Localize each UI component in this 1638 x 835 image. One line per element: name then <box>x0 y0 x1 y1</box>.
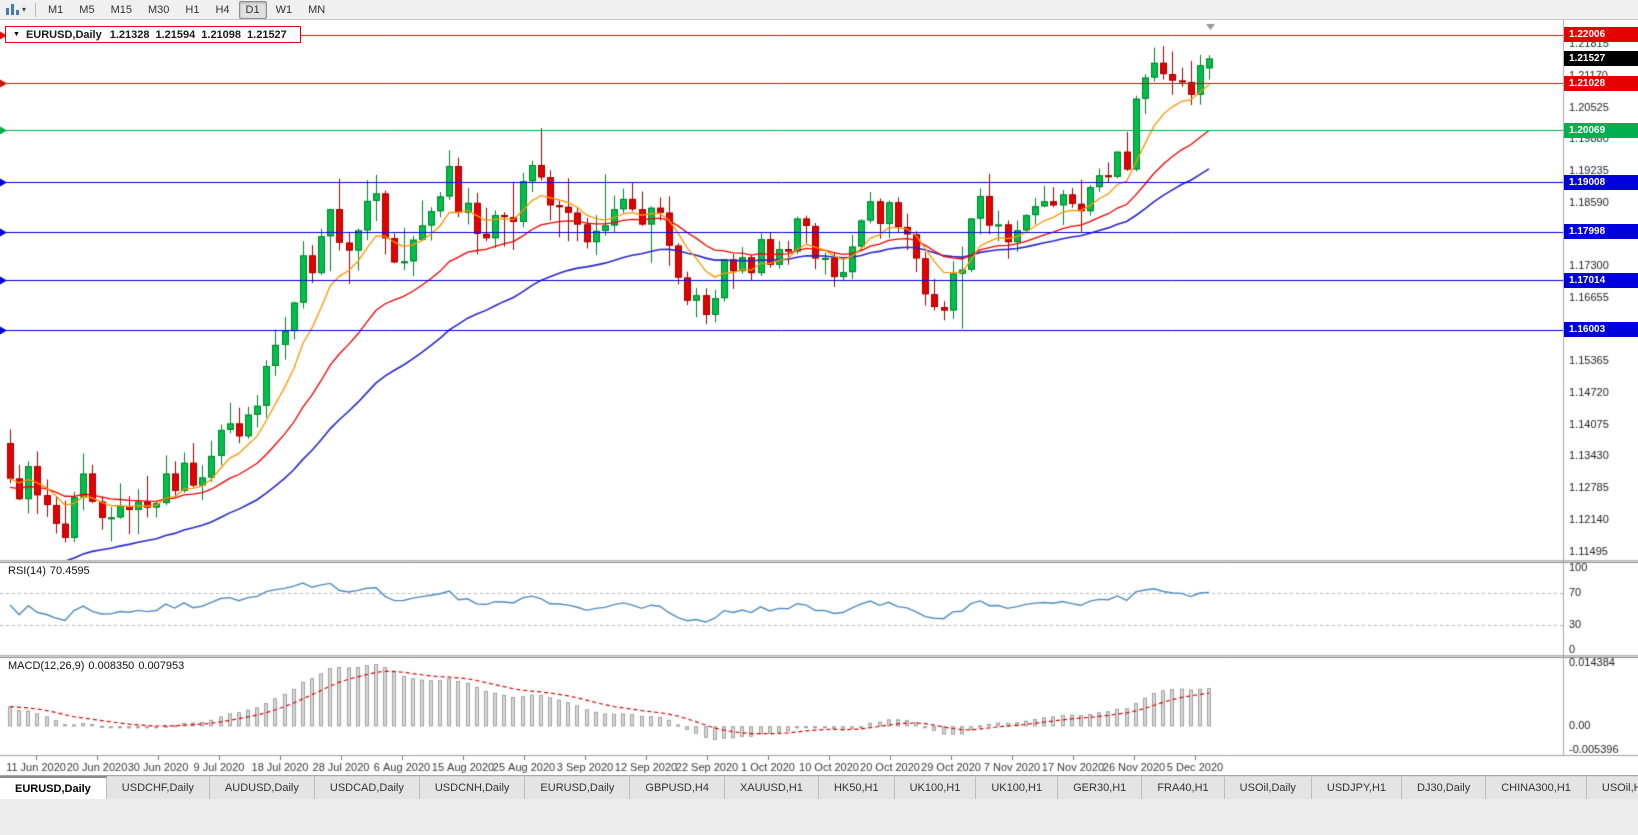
chart-title-high: 1.21594 <box>155 28 196 41</box>
bar-chart-glyph <box>6 4 19 15</box>
chart-tab-xauusd-h1[interactable]: XAUUSD,H1 <box>724 776 819 799</box>
price-chart-canvas[interactable] <box>0 20 1638 775</box>
timeframe-button-h4[interactable]: H4 <box>215 3 230 16</box>
chart-title-open: 1.21328 <box>109 28 150 41</box>
chart-tab-china300-h1[interactable]: CHINA300,H1 <box>1486 776 1587 799</box>
macd-main-value: 0.008350 <box>88 660 135 672</box>
timeframe-button-w1[interactable]: W1 <box>275 3 293 16</box>
timeframe-button-m5[interactable]: M5 <box>79 3 95 16</box>
rsi-label: RSI(14) 70.4595 <box>6 565 96 577</box>
collapse-chart-icon[interactable]: ▼ <box>13 31 20 38</box>
bottom-filler <box>0 799 1638 835</box>
chart-tab-usdcad-daily[interactable]: USDCAD,Daily <box>314 776 420 799</box>
chart-tab-usdchf-daily[interactable]: USDCHF,Daily <box>106 776 210 799</box>
chart-tab-audusd-daily[interactable]: AUDUSD,Daily <box>209 776 315 799</box>
price-level-badge: 1.21028 <box>1564 75 1638 91</box>
chart-tab-usoil-h1[interactable]: USOil,H1 <box>1586 776 1638 799</box>
chart-title-box: ▼ EURUSD,Daily 1.21328 1.21594 1.21098 1… <box>5 26 301 43</box>
price-level-badge: 1.17014 <box>1564 272 1638 288</box>
chart-tab-eurusd-daily[interactable]: EURUSD,Daily <box>525 776 631 799</box>
chart-tab-uk100-h1[interactable]: UK100,H1 <box>894 776 977 799</box>
chart-tab-hk50-h1[interactable]: HK50,H1 <box>818 776 895 799</box>
timeframe-button-h1[interactable]: H1 <box>185 3 200 16</box>
timeframe-button-m30[interactable]: M30 <box>147 3 170 16</box>
timeframe-toolbar: ▾ M1 M5 M15 M30 H1 H4 D1 W1 MN <box>0 0 1638 20</box>
chart-title-symbol: EURUSD,Daily <box>25 28 102 41</box>
timeframe-button-m15[interactable]: M15 <box>110 3 132 16</box>
price-level-badge: 1.22006 <box>1564 27 1638 43</box>
current-price-badge: 1.21527 <box>1564 51 1638 67</box>
chart-tab-ger30-h1[interactable]: GER30,H1 <box>1058 776 1143 799</box>
timeframe-buttons: M1 M5 M15 M30 H1 H4 D1 W1 MN <box>41 0 332 19</box>
chart-wrap: ▼ EURUSD,Daily 1.21328 1.21594 1.21098 1… <box>0 20 1638 775</box>
chart-title-close: 1.21527 <box>247 28 287 41</box>
timeframe-button-m1[interactable]: M1 <box>48 3 64 16</box>
chart-tab-eurusd-daily[interactable]: EURUSD,Daily <box>0 776 107 799</box>
rsi-indicator-name: RSI(14) <box>8 565 46 577</box>
chart-title-low: 1.21098 <box>201 28 242 41</box>
macd-label: MACD(12,26,9) 0.008350 0.007953 <box>6 660 191 672</box>
chart-type-dropdown-icon[interactable]: ▾ <box>22 5 27 14</box>
chart-type-icon[interactable] <box>5 3 20 16</box>
chart-tab-usdjpy-h1[interactable]: USDJPY,H1 <box>1311 776 1403 799</box>
chart-tab-usdcnh-daily[interactable]: USDCNH,Daily <box>419 776 526 799</box>
chart-tab-fra40-h1[interactable]: FRA40,H1 <box>1142 776 1225 799</box>
chart-tab-uk100-h1[interactable]: UK100,H1 <box>976 776 1059 799</box>
macd-signal-value: 0.007953 <box>138 660 185 672</box>
price-level-badge: 1.17998 <box>1564 224 1638 240</box>
chart-tab-gbpusd-h4[interactable]: GBPUSD,H4 <box>630 776 725 799</box>
timeframe-button-d1[interactable]: D1 <box>238 0 267 19</box>
timeframe-button-mn[interactable]: MN <box>308 3 326 16</box>
macd-indicator-name: MACD(12,26,9) <box>8 660 85 672</box>
chart-tab-dj30-daily[interactable]: DJ30,Daily <box>1402 776 1487 799</box>
price-level-badge: 1.16003 <box>1564 322 1638 338</box>
chart-tab-usoil-daily[interactable]: USOil,Daily <box>1224 776 1312 799</box>
rsi-indicator-value: 70.4595 <box>49 565 90 577</box>
price-level-badge: 1.20069 <box>1564 122 1638 138</box>
chart-tabbar: EURUSD,Daily USDCHF,Daily AUDUSD,Daily USDC… <box>0 775 1638 799</box>
price-level-badge: 1.19008 <box>1564 174 1638 190</box>
toolbar-separator <box>35 2 37 17</box>
